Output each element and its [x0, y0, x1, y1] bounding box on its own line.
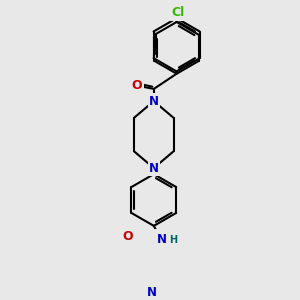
Text: N: N — [147, 286, 157, 298]
Text: O: O — [132, 79, 142, 92]
Text: O: O — [123, 230, 133, 243]
Text: N: N — [149, 161, 159, 175]
Text: N: N — [157, 233, 167, 246]
Text: N: N — [149, 94, 159, 108]
Text: H: H — [169, 235, 177, 244]
Text: Cl: Cl — [172, 6, 185, 20]
